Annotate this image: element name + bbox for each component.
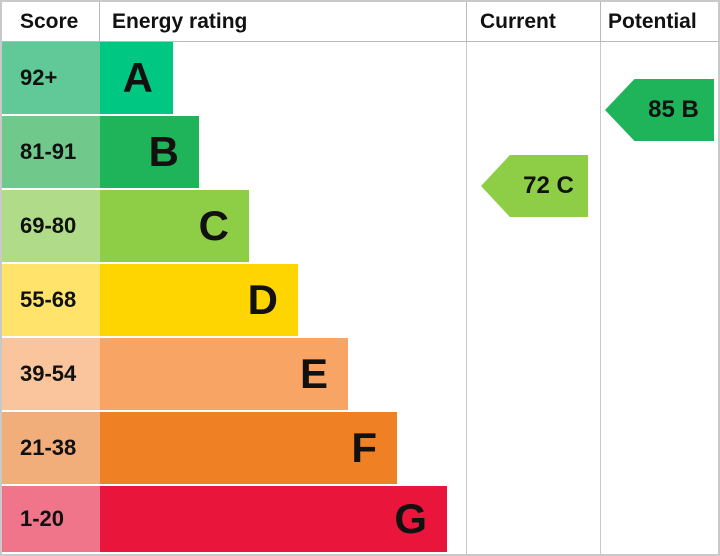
rating-bar-e: E [100, 338, 348, 410]
band-row-d: 55-68 D [2, 264, 718, 336]
header-energy-rating-label: Energy rating [112, 9, 248, 33]
header-potential-label: Potential [600, 2, 718, 41]
score-range-g: 1-20 [2, 486, 100, 552]
rating-bar-g: G [100, 486, 447, 552]
chart-header: Score Energy rating Current Potential [2, 2, 718, 42]
band-row-b: 81-91 B [2, 116, 718, 188]
rating-bar-d: D [100, 264, 298, 336]
current-column-divider [466, 42, 467, 554]
band-row-g: 1-20 G [2, 486, 718, 552]
band-row-a: 92+ A [2, 42, 718, 114]
band-row-e: 39-54 E [2, 338, 718, 410]
band-row-c: 69-80 C [2, 190, 718, 262]
rating-bar-b: B [100, 116, 199, 188]
header-current-label: Current [466, 2, 600, 41]
rating-bar-f: F [100, 412, 397, 484]
score-range-d: 55-68 [2, 264, 100, 336]
potential-column-divider [600, 42, 601, 554]
score-range-b: 81-91 [2, 116, 100, 188]
rating-bar-a: A [100, 42, 173, 114]
header-score-label: Score [2, 2, 100, 41]
chart-body: 92+ A 81-91 B 69-80 C 55-68 D 39-54 E 21… [2, 42, 718, 554]
rating-bar-c: C [100, 190, 249, 262]
score-range-e: 39-54 [2, 338, 100, 410]
band-row-f: 21-38 F [2, 412, 718, 484]
score-range-c: 69-80 [2, 190, 100, 262]
score-range-a: 92+ [2, 42, 100, 114]
score-range-f: 21-38 [2, 412, 100, 484]
